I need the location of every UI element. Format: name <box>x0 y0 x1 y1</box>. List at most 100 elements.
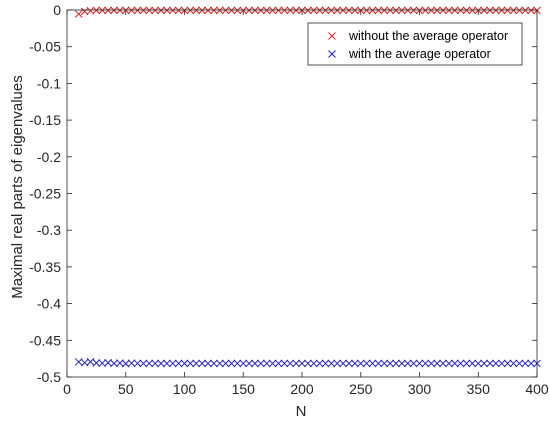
data-point <box>168 359 177 368</box>
x-tick-label: 250 <box>349 381 373 397</box>
x-tick-label: 50 <box>118 381 134 397</box>
data-point <box>368 359 377 368</box>
data-point <box>345 359 353 368</box>
x-tick-label: 0 <box>63 381 71 397</box>
x-tick-label: 150 <box>232 381 256 397</box>
data-point <box>333 359 342 368</box>
y-tick-label: 0 <box>53 2 61 18</box>
legend-label-with-average: with the average operator <box>348 47 491 61</box>
data-point <box>186 359 195 368</box>
data-point <box>409 359 418 368</box>
axes: 0 50 100 150 200 250 300 350 400 0 -0.05 -0.1 -0.15 -… <box>29 2 549 397</box>
data-point <box>392 359 400 368</box>
data-point <box>433 359 441 368</box>
data-point <box>497 359 506 368</box>
data-point <box>139 359 148 368</box>
y-tick-label: -0.05 <box>29 39 61 55</box>
data-point <box>86 6 95 15</box>
data-point <box>227 359 236 368</box>
data-point <box>509 359 518 368</box>
data-point <box>251 359 259 368</box>
y-tick-label: -0.25 <box>29 186 61 202</box>
y-tick-label: -0.45 <box>29 332 61 348</box>
data-point <box>309 359 318 368</box>
data-point <box>327 359 336 368</box>
data-point <box>421 359 430 368</box>
data-point <box>527 359 535 368</box>
data-point <box>439 359 447 368</box>
data-point <box>86 357 95 366</box>
data-point <box>192 359 201 368</box>
y-tick-label: -0.3 <box>37 222 61 238</box>
data-point <box>127 359 136 368</box>
data-point <box>486 359 494 368</box>
data-point <box>339 359 347 368</box>
data-point <box>450 359 459 368</box>
data-point <box>204 359 212 368</box>
data-point <box>304 359 312 368</box>
data-point <box>456 359 465 368</box>
y-axis-label: Maximal real parts of eigenvalues <box>9 75 26 298</box>
data-point <box>492 359 500 368</box>
data-point <box>198 359 206 368</box>
data-point <box>292 359 300 368</box>
data-point <box>403 359 412 368</box>
data-point <box>427 359 436 368</box>
data-point <box>210 359 218 368</box>
series-with-average <box>74 357 541 368</box>
data-point <box>321 359 330 368</box>
data-point <box>110 359 118 368</box>
data-point <box>274 359 283 368</box>
data-point <box>445 359 453 368</box>
data-point <box>286 359 295 368</box>
data-point <box>233 359 242 368</box>
legend-label-without-average: without the average operator <box>348 29 508 43</box>
data-point <box>374 359 383 368</box>
data-point <box>151 359 159 368</box>
y-tick-label: -0.5 <box>37 369 61 385</box>
data-point <box>257 359 265 368</box>
data-point <box>362 359 371 368</box>
data-point <box>221 359 230 368</box>
data-point <box>180 359 189 368</box>
data-point <box>92 359 101 367</box>
x-tick-label: 200 <box>290 381 314 397</box>
legend-marker-without-average <box>328 32 336 40</box>
data-point <box>74 10 83 18</box>
legend-marker-with-average <box>328 50 336 58</box>
data-point <box>298 359 306 368</box>
legend-box <box>307 22 523 66</box>
plot-area <box>67 10 537 377</box>
data-point <box>157 359 165 368</box>
data-point <box>280 359 289 368</box>
y-tick-label: -0.1 <box>37 75 61 91</box>
data-point <box>315 359 324 368</box>
y-tick-label: -0.35 <box>29 259 61 275</box>
data-point <box>380 359 389 368</box>
x-tick-label: 100 <box>173 381 197 397</box>
data-point <box>268 359 277 368</box>
y-tick-label: -0.15 <box>29 112 61 128</box>
y-tick-label: -0.4 <box>37 296 61 312</box>
data-point <box>462 359 471 368</box>
x-tick-label: 300 <box>408 381 432 397</box>
data-point <box>351 359 359 368</box>
x-axis-label: N <box>296 403 307 420</box>
data-point <box>163 359 171 368</box>
data-point <box>262 359 271 368</box>
legend-markers <box>328 32 336 58</box>
data-point <box>133 359 142 368</box>
data-point <box>474 359 483 368</box>
data-point <box>386 359 394 368</box>
data-point <box>480 359 488 368</box>
data-point <box>239 359 248 368</box>
data-point <box>145 359 154 368</box>
data-point <box>215 359 224 368</box>
y-tick-label: -0.2 <box>37 149 61 165</box>
data-point <box>515 359 524 368</box>
data-point <box>415 359 424 368</box>
data-point <box>468 359 477 368</box>
data-point <box>121 359 130 368</box>
